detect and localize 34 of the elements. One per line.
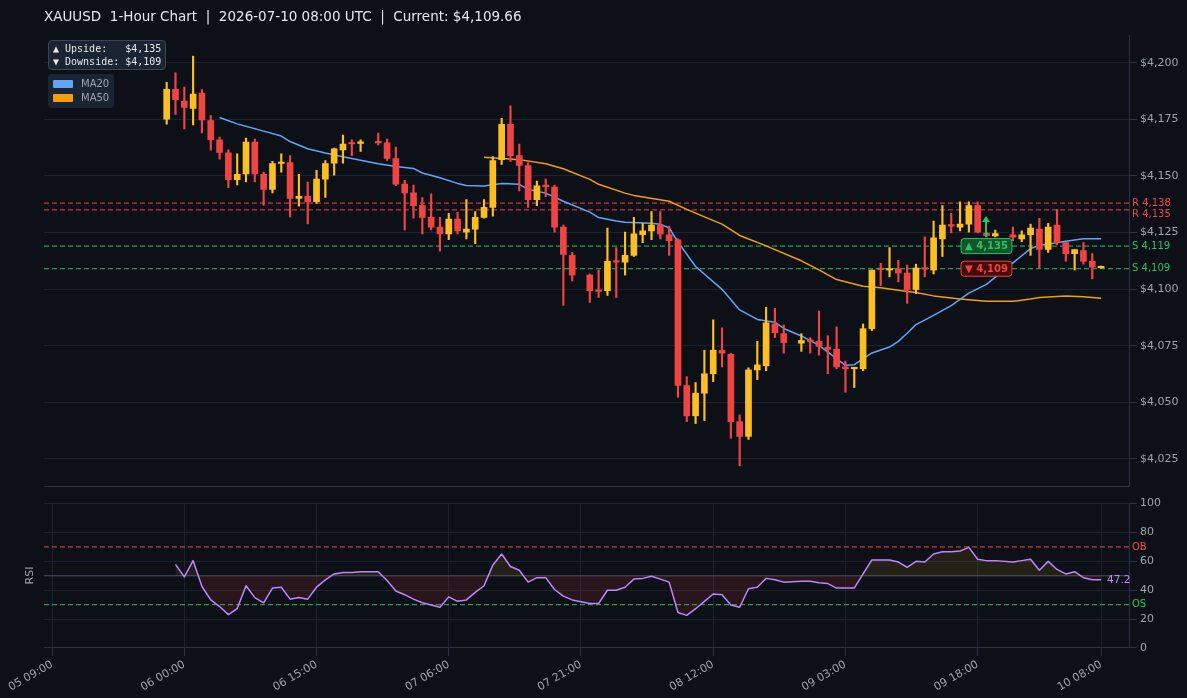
y-tick-label: 40 bbox=[1140, 583, 1154, 597]
candlestick bbox=[612, 247, 620, 298]
y-tick-label: 20 bbox=[1140, 611, 1154, 625]
y-tick-label: $4,175 bbox=[1140, 112, 1179, 126]
ref-line-label: R 4,138 bbox=[1132, 196, 1171, 208]
y-tick-label: $4,050 bbox=[1140, 395, 1179, 409]
y-tick-label: $4,025 bbox=[1140, 451, 1179, 465]
candlestick bbox=[886, 247, 893, 278]
candlestick bbox=[172, 72, 179, 115]
annotation: ▼ Downside: $4,109 bbox=[53, 55, 162, 67]
y-tick-label: 0 bbox=[1140, 640, 1147, 654]
y-tick-label: $4,100 bbox=[1140, 281, 1179, 295]
y-tick-label: 60 bbox=[1140, 554, 1154, 568]
y-tick-label: $4,125 bbox=[1140, 225, 1179, 239]
annotation: ▲ 4,135 bbox=[965, 240, 1008, 252]
ref-line-label: OB bbox=[1132, 540, 1147, 552]
y-axis-title: RSI bbox=[23, 566, 37, 585]
y-tick-label: $4,075 bbox=[1140, 338, 1179, 352]
ref-line-label: R 4,135 bbox=[1132, 207, 1171, 219]
y-tick-label: 100 bbox=[1140, 496, 1161, 510]
candlestick bbox=[1027, 223, 1034, 256]
y-tick-label: 80 bbox=[1140, 525, 1154, 539]
annotation: ▼ 4,109 bbox=[965, 262, 1008, 274]
ref-line-label: OS bbox=[1132, 598, 1147, 610]
legend-label: MA50 bbox=[80, 91, 110, 105]
y-tick-label: $4,200 bbox=[1140, 55, 1179, 69]
annotation: ▲ Upside: $4,135 bbox=[53, 42, 162, 54]
candlestick bbox=[648, 211, 655, 241]
legend-label: MA20 bbox=[80, 77, 110, 91]
chart-title: XAUUSD 1-Hour Chart | 2026-07-10 08:00 UTC | Current: $4,109.66 bbox=[44, 8, 522, 24]
ref-line-label: S 4,109 bbox=[1132, 262, 1171, 274]
y-tick-label: $4,150 bbox=[1140, 168, 1179, 182]
annotation: 47.2 bbox=[1107, 572, 1131, 585]
ref-line-label: S 4,119 bbox=[1132, 239, 1171, 251]
